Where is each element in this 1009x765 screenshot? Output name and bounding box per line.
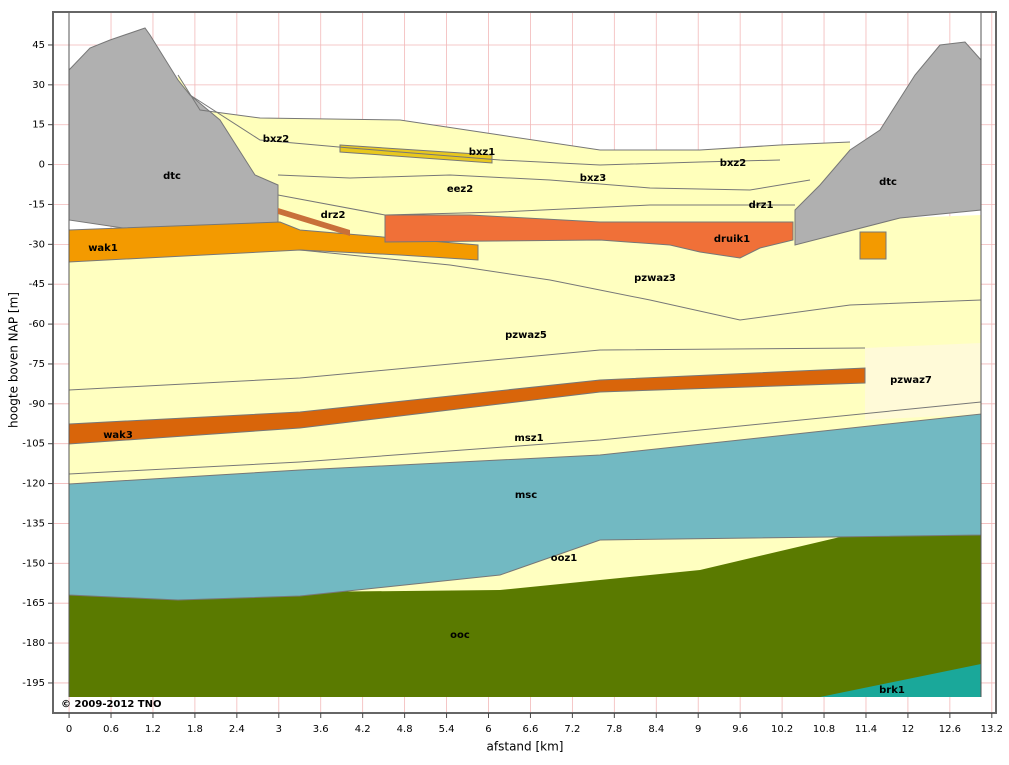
x-tick-label: 10.2 — [771, 724, 793, 735]
y-tick-label: 45 — [32, 40, 45, 51]
y-axis-label: hoogte boven NAP [m] — [7, 292, 21, 428]
x-axis-label: afstand [km] — [487, 740, 564, 754]
layer-label: pzwaz3 — [634, 273, 676, 284]
layer-label: eez2 — [447, 184, 473, 195]
stratum-line — [277, 174, 811, 191]
x-tick-label: 9.6 — [732, 724, 748, 735]
layer-wak1 — [68, 221, 479, 263]
x-tick-label: 5.4 — [439, 724, 455, 735]
x-tick-label: 6.6 — [522, 724, 538, 735]
layer-dtc-right — [794, 41, 982, 246]
x-tick-label: 9 — [695, 724, 701, 735]
layer-label: wak3 — [103, 430, 133, 441]
layer-label: bxz1 — [469, 147, 495, 158]
y-tick-label: -45 — [29, 279, 45, 290]
layer-label: msc — [515, 490, 537, 501]
layer-bxz1 — [339, 144, 493, 164]
layer-label: brk1 — [879, 685, 905, 696]
stratum-line — [277, 194, 795, 216]
layer-labels: dtc bxz2 bxz1 bxz3 bxz2 eez2 drz2 drz1 d… — [88, 134, 932, 696]
y-tick-label: -135 — [22, 518, 45, 529]
x-tick-label: 7.2 — [564, 724, 580, 735]
x-tick-label: 0.6 — [103, 724, 119, 735]
x-tick-label: 11.4 — [855, 724, 877, 735]
layer-orange-lens — [859, 231, 887, 260]
layer-label: drz2 — [321, 210, 346, 221]
layer-label: wak1 — [88, 243, 118, 254]
y-tick-label: -195 — [22, 678, 45, 689]
layer-label: bxz2 — [263, 134, 289, 145]
y-tick-label: 0 — [39, 160, 45, 171]
stratum-line — [68, 401, 982, 475]
y-tick-label: 15 — [32, 120, 45, 131]
x-tick-label: 7.8 — [606, 724, 622, 735]
copyright: © 2009-2012 TNO — [61, 699, 161, 710]
x-tick-label: 8.4 — [648, 724, 664, 735]
x-tick-label: 0 — [66, 724, 72, 735]
layer-label: bxz2 — [720, 158, 746, 169]
layer-label: drz1 — [749, 200, 774, 211]
stratum-line — [177, 74, 851, 151]
layer-upper — [178, 75, 850, 230]
layer-pzwaz7 — [865, 343, 981, 420]
y-tick-label: -90 — [29, 399, 45, 410]
y-tick-label: 30 — [32, 80, 45, 91]
layers — [68, 12, 982, 697]
layer-wak3 — [68, 367, 866, 445]
x-tick-label: 13.2 — [981, 724, 1003, 735]
layer-brk1 — [820, 664, 981, 697]
layer-druik1 — [384, 214, 794, 259]
y-tick-label: -75 — [29, 359, 45, 370]
layer-label: dtc — [879, 177, 897, 188]
x-tick-label: 1.2 — [145, 724, 161, 735]
y-tick-label: -180 — [22, 638, 45, 649]
layer-label: druik1 — [714, 234, 750, 245]
stratum-line — [299, 249, 982, 321]
x-tick-label: 10.8 — [813, 724, 835, 735]
x-tick-label: 12.6 — [939, 724, 961, 735]
y-tick-label: -165 — [22, 598, 45, 609]
x-tick-label: 4.2 — [355, 724, 371, 735]
y-tick-label: -30 — [29, 239, 45, 250]
stratum-line — [189, 94, 781, 166]
stratum-line — [68, 347, 866, 391]
y-tick-label: -120 — [22, 479, 45, 490]
y-tick-label: -60 — [29, 319, 45, 330]
layer-label: msz1 — [514, 433, 543, 444]
y-tick-label: -105 — [22, 439, 45, 450]
x-tick-label: 1.8 — [187, 724, 203, 735]
y-tick-label: -150 — [22, 558, 45, 569]
layer-drz2-lens — [278, 208, 350, 236]
x-tick-label: 2.4 — [229, 724, 245, 735]
layer-label: pzwaz5 — [505, 330, 547, 341]
x-tick-label: 12 — [902, 724, 915, 735]
layer-label: pzwaz7 — [890, 375, 932, 386]
plot-frame — [52, 11, 997, 714]
x-tick-label: 6 — [485, 724, 491, 735]
layer-ooc — [69, 530, 981, 697]
layer-label: ooc — [450, 630, 470, 641]
layer-label: ooz1 — [551, 553, 578, 564]
layer-label: bxz3 — [580, 173, 606, 184]
layer-msc — [68, 413, 982, 601]
x-tick-label: 4.8 — [397, 724, 413, 735]
y-tick-label: -15 — [29, 199, 45, 210]
layer-label: dtc — [163, 171, 181, 182]
x-tick-label: 3.6 — [313, 724, 329, 735]
x-tick-label: 3 — [276, 724, 282, 735]
